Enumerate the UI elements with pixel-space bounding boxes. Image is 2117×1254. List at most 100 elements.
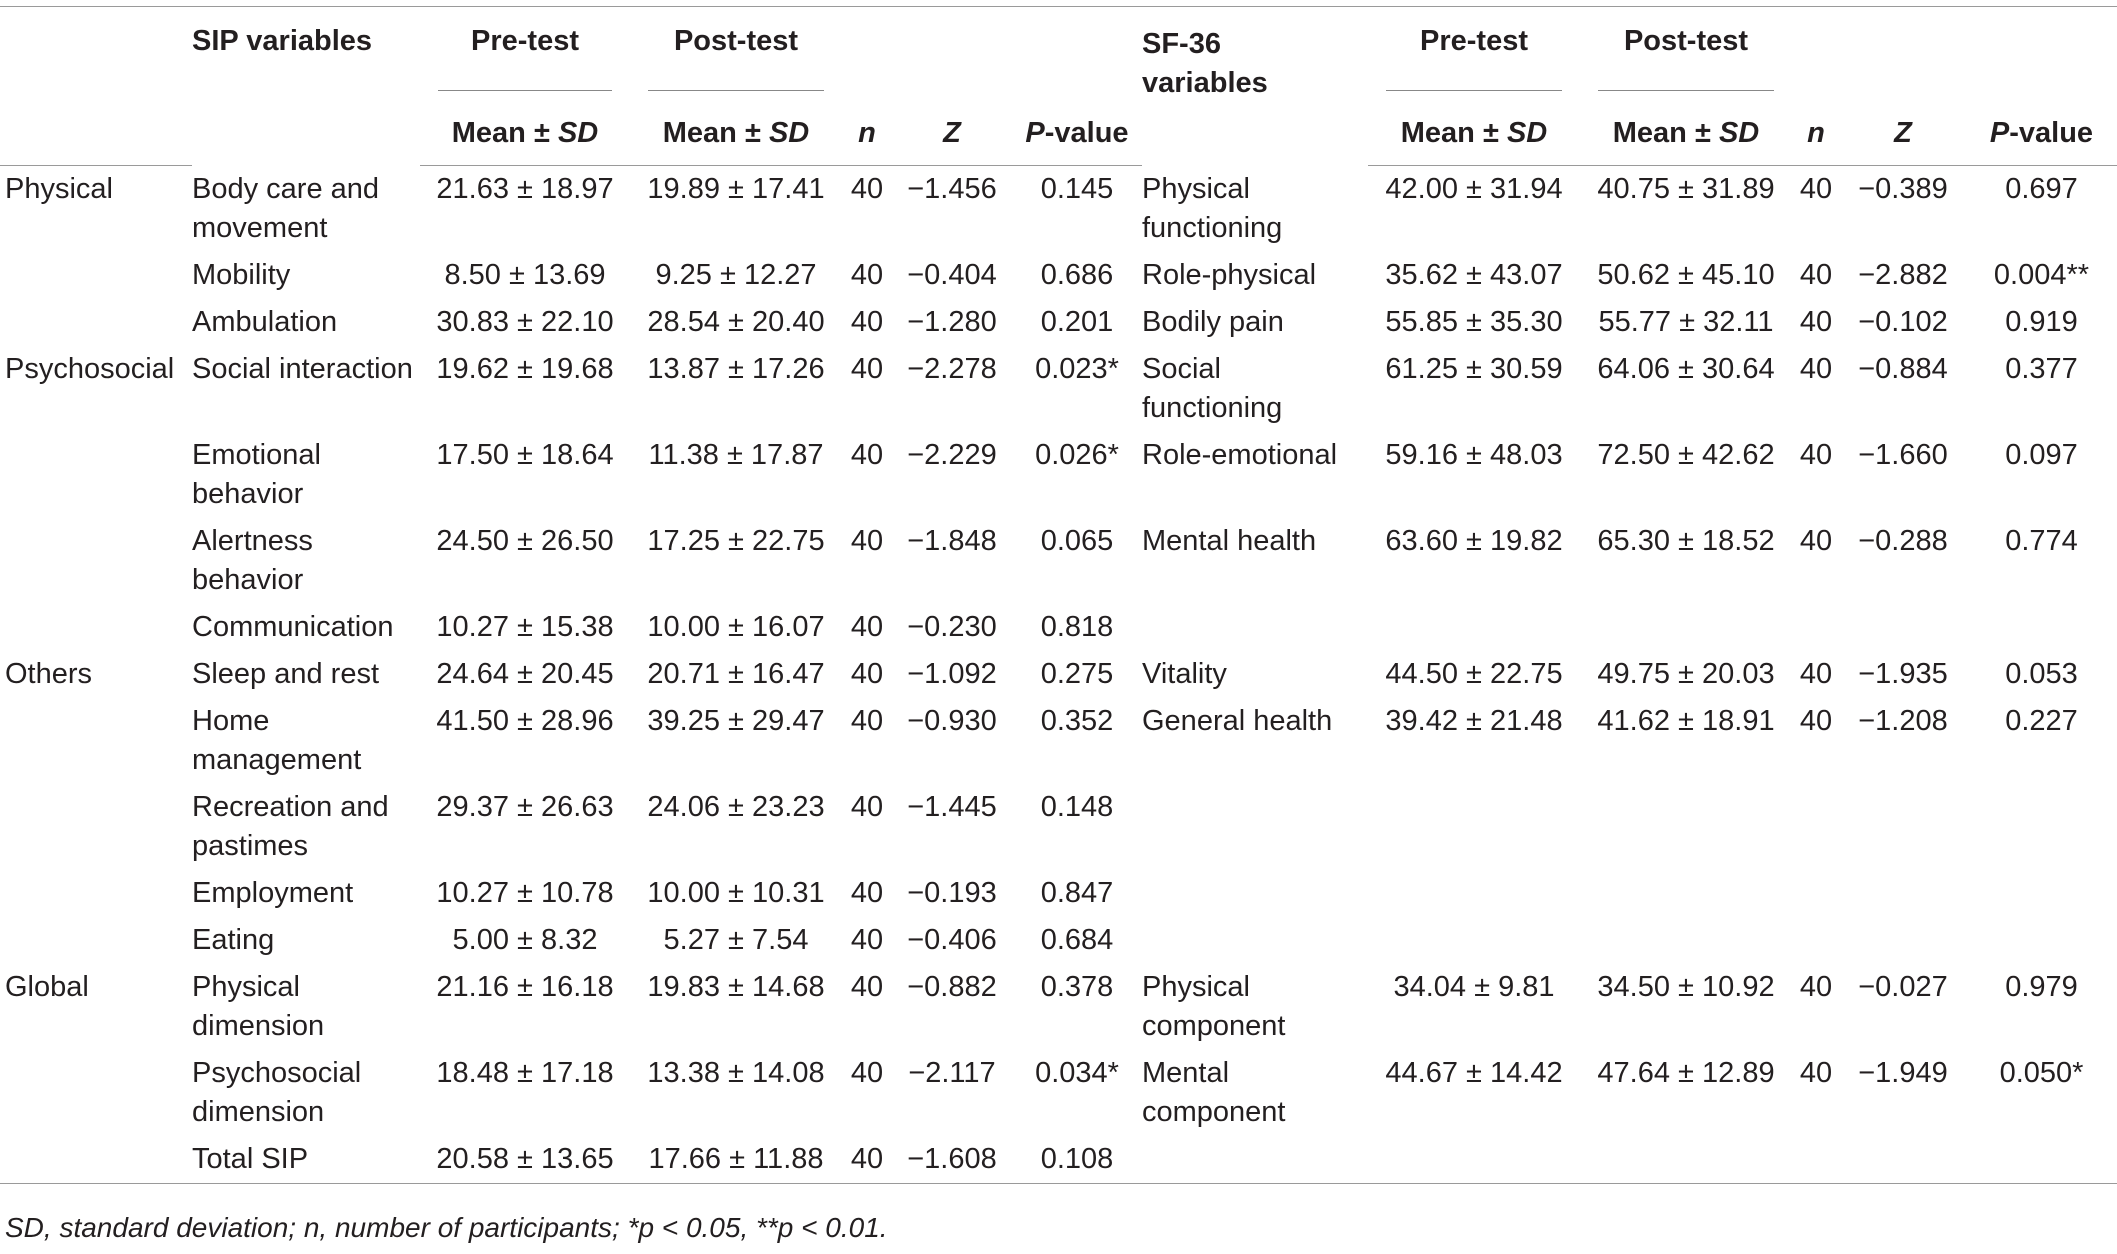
sip-post-value: 20.71 ± 16.47	[647, 657, 825, 690]
sf36-pre-value: 34.04 ± 9.81	[1393, 970, 1555, 1003]
table-row: Physical Body care and movement 21.63 ± …	[0, 166, 2117, 252]
sip-z-value: −2.278	[907, 352, 997, 385]
table-header: SIP variables Pre-test Post-test SF-36 va…	[0, 6, 2117, 166]
group-label	[0, 518, 192, 604]
table-row: Recreation and pastimes 29.37 ± 26.63 24…	[0, 784, 2117, 870]
sf36-variable: Mental health	[1142, 524, 1317, 557]
sip-n-value: 40	[850, 438, 884, 471]
sf36-z-value: −1.660	[1858, 438, 1948, 471]
sip-z-value: −2.117	[908, 1056, 996, 1089]
sip-p-value: 0.352	[1040, 704, 1114, 737]
results-table: SIP variables Pre-test Post-test SF-36 va…	[0, 6, 2117, 1184]
sip-variable: Social interaction	[192, 352, 413, 385]
sf36-n-value: 40	[1799, 438, 1833, 471]
header-sip-pre-mean-sd: Mean ± SD	[420, 97, 630, 166]
sf36-pre-value	[1368, 784, 1580, 870]
header-sip-z: Z	[892, 97, 1012, 166]
sf36-post-value	[1580, 604, 1792, 651]
sip-post-value: 5.27 ± 7.54	[663, 923, 809, 956]
header-sf36-variables: SF-36 variables	[1142, 28, 1268, 99]
sip-pre-value: 29.37 ± 26.63	[436, 790, 614, 823]
sf36-pre-value: 61.25 ± 30.59	[1385, 352, 1563, 385]
header-sf36-n: n	[1792, 97, 1840, 166]
header-sip-post-mean-sd: Mean ± SD	[630, 97, 842, 166]
sf36-n-value	[1792, 917, 1840, 964]
sip-n-value: 40	[850, 657, 884, 690]
sf36-variable	[1142, 1135, 1368, 1184]
sf36-post-value	[1580, 917, 1792, 964]
group-label	[0, 432, 192, 518]
sf36-variable	[1142, 917, 1368, 964]
sf36-post-value	[1580, 1135, 1792, 1184]
sip-z-value: −0.193	[907, 876, 997, 909]
group-label: Physical	[5, 173, 113, 205]
group-label	[0, 1135, 192, 1184]
sip-pre-value: 20.58 ± 13.65	[420, 1135, 630, 1184]
sf36-variable: Role-emotional	[1142, 438, 1338, 471]
sip-z-value: −1.848	[907, 524, 997, 557]
table-row: Home management 41.50 ± 28.96 39.25 ± 29…	[0, 698, 2117, 784]
header-sip-variables: SIP variables	[192, 25, 373, 57]
sip-post-value: 11.38 ± 17.87	[648, 438, 824, 471]
sf36-n-value	[1792, 1135, 1840, 1184]
sf36-variable	[1142, 870, 1368, 917]
group-label	[0, 299, 192, 346]
sip-pre-value: 17.50 ± 18.64	[436, 438, 614, 471]
sf36-variable: Physical component	[1142, 970, 1286, 1042]
sf36-z-value	[1840, 917, 1966, 964]
sip-p-value: 0.034*	[1035, 1056, 1119, 1089]
sip-n-value: 40	[850, 173, 884, 205]
sip-pre-value: 5.00 ± 8.32	[452, 923, 598, 956]
sip-z-value: −0.930	[907, 704, 997, 737]
sf36-post-value: 49.75 ± 20.03	[1597, 657, 1775, 690]
sf36-pre-value: 55.85 ± 35.30	[1385, 305, 1563, 338]
sf36-n-value: 40	[1799, 704, 1833, 737]
sf36-variable: Physical functioning	[1142, 172, 1283, 244]
sf36-post-value: 40.75 ± 31.89	[1597, 173, 1775, 205]
sf36-n-value	[1792, 784, 1840, 870]
table-row: Communication 10.27 ± 15.38 10.00 ± 16.0…	[0, 604, 2117, 651]
sf36-z-value: −0.102	[1858, 305, 1948, 338]
sip-post-value: 17.66 ± 11.88	[630, 1135, 842, 1184]
sf36-variable: Mental component	[1142, 1056, 1286, 1128]
sf36-variable: General health	[1142, 704, 1333, 737]
header-sf36-post-mean-sd: Mean ± SD	[1580, 97, 1792, 166]
sip-variable: Alertness behavior	[192, 524, 313, 596]
header-sf36-z: Z	[1840, 97, 1966, 166]
sf36-pre-value: 39.42 ± 21.48	[1385, 704, 1563, 737]
sf36-pre-value: 59.16 ± 48.03	[1385, 438, 1563, 471]
table-row: Total SIP 20.58 ± 13.65 17.66 ± 11.88 40…	[0, 1135, 2117, 1184]
group-label: Others	[5, 657, 93, 690]
sip-post-value: 10.00 ± 16.07	[647, 610, 825, 643]
table-row: Alertness behavior 24.50 ± 26.50 17.25 ±…	[0, 518, 2117, 604]
sip-p-value: 0.378	[1040, 970, 1114, 1003]
sf36-variable: Vitality	[1142, 657, 1227, 690]
table-row: Eating 5.00 ± 8.32 5.27 ± 7.54 40 −0.406…	[0, 917, 2117, 964]
sip-n-value: 40	[850, 258, 884, 291]
sip-n-value: 40	[850, 610, 884, 643]
sf36-variable: Role-physical	[1142, 258, 1317, 291]
sd-abbrev: SD	[1506, 116, 1548, 149]
sip-z-value: −1.608	[892, 1135, 1012, 1184]
sf36-z-value: −2.882	[1858, 258, 1948, 291]
sf36-post-value: 72.50 ± 42.62	[1597, 438, 1775, 471]
sip-z-value: −0.230	[907, 610, 997, 643]
sf36-p-value: 0.050*	[1999, 1056, 2084, 1089]
sip-p-value: 0.148	[1040, 790, 1114, 823]
sip-variable: Home management	[192, 704, 362, 776]
sip-post-value: 28.54 ± 20.40	[647, 305, 825, 338]
sf36-pre-value: 63.60 ± 19.82	[1385, 524, 1563, 557]
sip-p-value: 0.684	[1040, 923, 1114, 956]
sip-variable: Ambulation	[192, 305, 338, 338]
sip-p-value: 0.145	[1040, 173, 1114, 205]
sip-z-value: −0.406	[907, 923, 997, 956]
sip-pre-value: 21.16 ± 16.18	[436, 970, 614, 1003]
sip-pre-value: 8.50 ± 13.69	[444, 258, 606, 291]
sf36-n-value: 40	[1799, 352, 1833, 385]
sf36-p-value	[1966, 784, 2117, 870]
sf36-n-value: 40	[1799, 1056, 1833, 1089]
sip-post-value: 10.00 ± 10.31	[647, 876, 825, 909]
sip-z-value: −1.445	[907, 790, 997, 823]
sip-variable: Sleep and rest	[192, 657, 380, 690]
group-label	[0, 604, 192, 651]
